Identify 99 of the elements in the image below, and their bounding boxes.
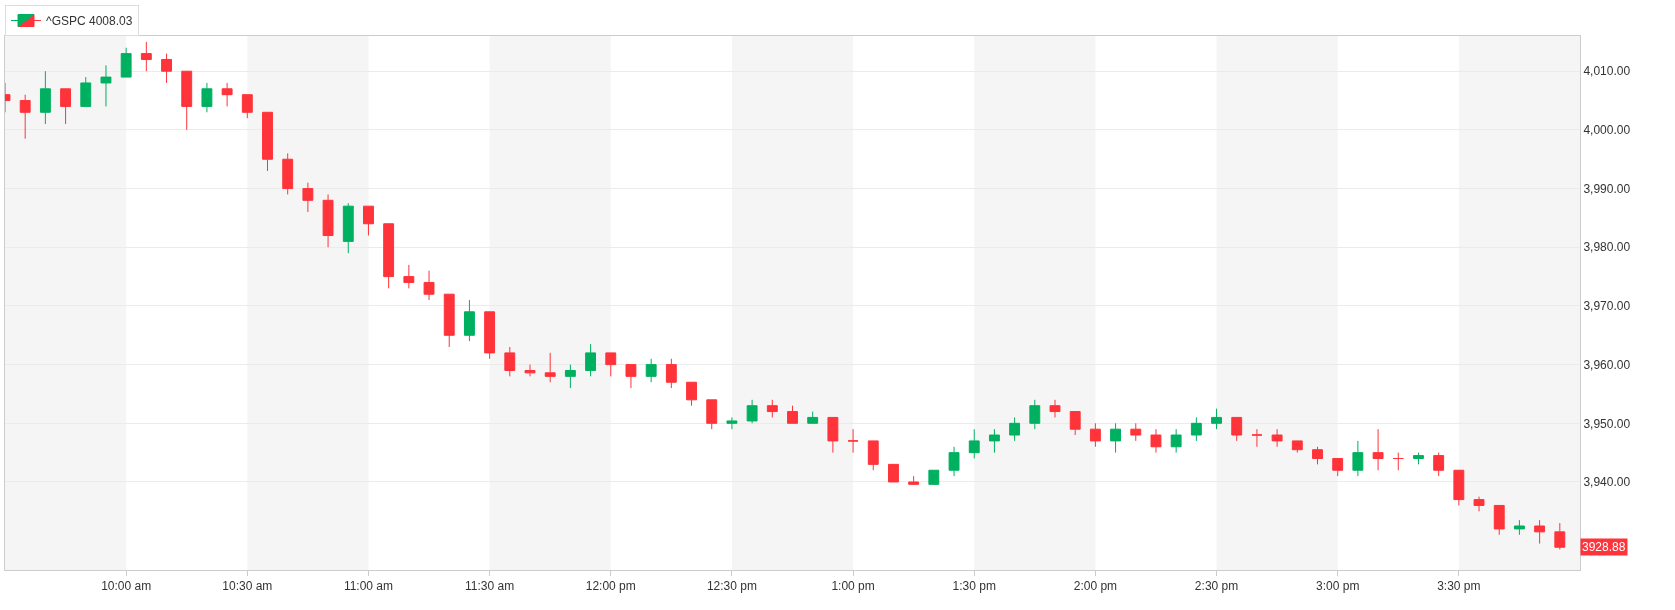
- candlestick: [120, 47, 132, 78]
- y-tick-label: 3,950.00: [1583, 416, 1631, 431]
- candlestick: [726, 416, 738, 430]
- candlestick: [1332, 458, 1344, 477]
- candlestick: [1312, 446, 1323, 465]
- candlestick: [787, 405, 798, 424]
- candlestick: [665, 358, 677, 389]
- candlestick: [1453, 469, 1465, 506]
- candlestick: [1190, 416, 1202, 442]
- candlestick: [463, 299, 475, 342]
- candlestick: [1372, 428, 1384, 471]
- candlestick: [39, 70, 51, 125]
- candlestick: [1029, 399, 1041, 430]
- candlestick: [544, 352, 556, 383]
- x-tick-label: 10:30 am: [222, 579, 273, 594]
- y-tick-label: 3,980.00: [1583, 240, 1631, 255]
- candlestick: [968, 428, 980, 460]
- x-tick-label: 2:30 pm: [1194, 579, 1239, 594]
- candlestick: [1352, 440, 1364, 477]
- candlestick: [888, 463, 899, 483]
- candlestick: [1433, 452, 1445, 477]
- candlestick: [807, 411, 819, 424]
- candlestick: [100, 64, 112, 107]
- y-tick-label: 4,000.00: [1583, 123, 1631, 138]
- candlestick: [181, 70, 193, 131]
- candlestick: [1110, 422, 1122, 454]
- candlestick: [443, 293, 455, 348]
- candlestick: [302, 182, 314, 213]
- candlestick: [988, 428, 1000, 454]
- candlestick: [161, 53, 172, 84]
- candlestick: [1049, 399, 1061, 418]
- candlestick: [847, 428, 859, 454]
- candlestick: [928, 469, 940, 486]
- candlestick: [1493, 504, 1505, 536]
- candlestick: [1413, 452, 1424, 465]
- candlestick: [605, 352, 617, 377]
- candlestick: [363, 205, 374, 237]
- candlestick: [1150, 428, 1162, 454]
- candlestick: [1271, 428, 1283, 448]
- legend-label: ^GSPC 4008.03: [46, 14, 133, 29]
- x-tick-label: 3:00 pm: [1316, 579, 1360, 594]
- candlestick: [827, 416, 839, 454]
- candlestick: [524, 364, 536, 377]
- candlestick: [766, 399, 778, 418]
- candlestick: [706, 399, 718, 430]
- candlestick: [1211, 408, 1222, 430]
- candlestick: [1251, 428, 1263, 448]
- candlestick: [585, 343, 597, 377]
- candlestick: [564, 364, 576, 389]
- x-tick-label: 3:30 pm: [1437, 579, 1481, 594]
- y-tick-label: 4,010.00: [1583, 64, 1631, 79]
- x-tick-label: 1:00 pm: [831, 579, 875, 594]
- candlestick: [80, 76, 92, 107]
- x-tick-label: 11:00 am: [343, 579, 394, 594]
- candlestick: [625, 364, 637, 389]
- candlestick: [746, 399, 758, 424]
- x-tick-label: 12:30 pm: [706, 579, 757, 594]
- candlestick: [1089, 422, 1101, 448]
- candlestick: [948, 446, 960, 477]
- candlestick: [1473, 496, 1485, 512]
- candlestick: [867, 440, 879, 471]
- y-tick-label: 3,940.00: [1583, 475, 1631, 490]
- y-tick-label: 3,960.00: [1583, 357, 1631, 372]
- x-tick-label: 10:00 am: [101, 579, 152, 594]
- candlestick: [1130, 422, 1142, 442]
- candlestick: [1392, 452, 1404, 471]
- x-tick-label: 2:00 pm: [1073, 579, 1118, 594]
- candlestick: [1231, 416, 1243, 442]
- candlestick: [908, 475, 920, 486]
- x-tick-label: 11:30 am: [465, 579, 515, 594]
- candlestick: [1291, 440, 1303, 454]
- candlestick: [241, 94, 253, 119]
- candlestick: [262, 111, 273, 172]
- candlestick: [484, 311, 496, 360]
- candlestick: [1534, 519, 1546, 545]
- candlestick: [1554, 522, 1566, 550]
- candlestick: [1513, 519, 1525, 536]
- candlestick: [60, 88, 72, 125]
- candlestick: [19, 94, 31, 140]
- candlestick: [201, 82, 213, 113]
- candlestick: [423, 270, 435, 301]
- x-tick-label: 1:30 pm: [952, 579, 996, 594]
- candlestick: [282, 152, 294, 195]
- candlestick: [140, 41, 152, 72]
- candlestick: [221, 82, 233, 107]
- y-tick-label: 3,990.00: [1583, 181, 1631, 196]
- candlestick: [1170, 428, 1182, 454]
- candlestick: [1009, 416, 1021, 442]
- candlestick: [383, 223, 395, 289]
- candlestick: [686, 381, 697, 407]
- candlestick: [322, 193, 334, 248]
- candlestick: [645, 358, 657, 383]
- y-tick-label: 3,970.00: [1583, 299, 1631, 314]
- candlestick: [342, 202, 354, 254]
- x-tick-label: 12:00 pm: [585, 579, 636, 594]
- annotation: 3928.88: [1582, 540, 1626, 554]
- candlestick: [1069, 411, 1081, 436]
- candlestick: [504, 346, 516, 377]
- candlestick: [403, 264, 415, 289]
